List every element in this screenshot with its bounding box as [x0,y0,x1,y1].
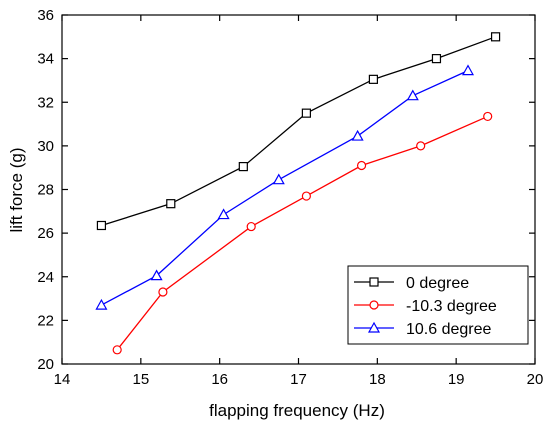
legend-label: 0 degree [406,275,469,292]
series-layer [95,32,501,355]
x-tick-label: 20 [527,371,544,388]
x-tick-label: 19 [448,371,465,388]
legend-entry: -10.3 degree [354,298,497,315]
series-1 [112,111,493,355]
square-marker [166,199,176,209]
y-tick-label: 26 [37,225,54,242]
square-marker [369,277,379,287]
legend-entry: 10.6 degree [354,321,492,338]
legend-label: 10.6 degree [406,321,492,338]
axes: 14 15 16 17 18 19 20 20 22 24 26 28 30 32 34 36 [37,7,543,388]
triangle-marker [367,321,381,333]
x-tick-label: 14 [54,371,71,388]
square-marker [238,161,248,172]
circle-marker [246,221,256,232]
y-tick-label: 32 [37,94,54,111]
circle-marker [112,345,122,355]
legend: 0 degree -10.3 degree 10.6 degree [347,265,529,345]
circle-marker [416,141,426,151]
x-tick-label: 18 [369,371,386,388]
circle-marker [483,111,493,122]
triangle-marker [272,173,285,185]
square-marker [368,74,378,84]
triangle-marker [150,269,163,281]
x-tick-label: 17 [290,371,307,388]
x-axis-title: flapping frequency (Hz) [209,401,385,420]
legend-entry: 0 degree [354,275,469,292]
triangle-marker [406,89,419,101]
y-axis-title: lift force (g) [7,147,26,232]
square-marker [301,108,311,118]
x-tick-label: 15 [132,371,149,388]
y-tick-label: 34 [37,51,54,68]
y-tick-label: 24 [37,269,54,286]
circle-marker [158,287,168,297]
circle-marker [369,300,379,310]
y-tick-label: 20 [37,356,54,373]
y-tick-label: 22 [37,312,54,329]
y-tick-label: 36 [37,7,54,24]
square-marker [96,220,107,231]
triangle-marker [351,129,364,141]
triangle-marker [461,64,475,76]
y-tick-label: 30 [37,138,54,155]
triangle-marker [95,298,108,310]
square-marker [490,32,501,42]
triangle-marker [217,208,230,220]
series-line [101,36,496,227]
circle-marker [356,160,367,171]
square-marker [431,54,442,64]
legend-label: -10.3 degree [406,298,497,315]
circle-marker [301,191,311,201]
series-0 [96,32,501,231]
y-tick-label: 28 [37,182,54,199]
series-2 [95,64,475,310]
x-tick-label: 16 [211,371,228,388]
